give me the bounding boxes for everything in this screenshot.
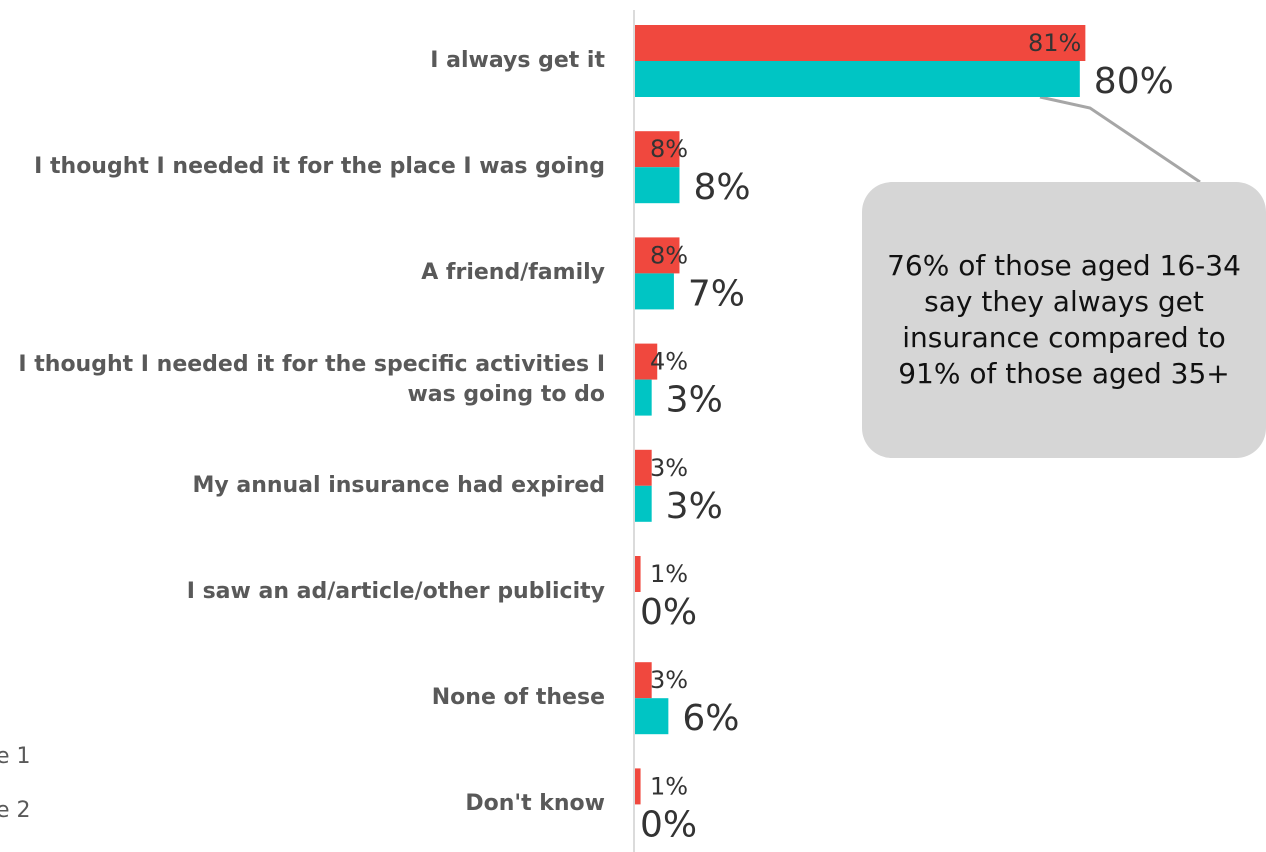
- value-label: 8%: [650, 135, 688, 163]
- value-label: 0%: [640, 592, 697, 633]
- category-label: I thought I needed it for the specific a…: [18, 351, 605, 407]
- callout: 76% of those aged 16-34 say they always …: [862, 182, 1266, 458]
- bar: [635, 237, 680, 274]
- category-label: I always get it: [430, 48, 605, 73]
- bar: [635, 167, 680, 204]
- value-label: 3%: [666, 486, 723, 527]
- value-label: 8%: [693, 167, 750, 208]
- value-label: 3%: [650, 454, 688, 482]
- bar: [635, 61, 1080, 97]
- bar: [635, 662, 652, 699]
- value-label: 4%: [650, 348, 688, 376]
- category-label: None of these: [431, 685, 605, 711]
- legend-label: e 2: [0, 798, 31, 823]
- value-label: 7%: [688, 273, 745, 314]
- value-label: 3%: [650, 666, 688, 694]
- category-label: I saw an ad/article/other publicity: [186, 579, 605, 604]
- category-label: Don't know: [465, 791, 605, 817]
- bar: [635, 131, 680, 168]
- value-label: 1%: [650, 560, 688, 588]
- bar: [635, 379, 652, 416]
- category-label: My annual insurance had expired: [192, 472, 605, 498]
- value-label: 6%: [682, 698, 739, 739]
- bar: [635, 698, 669, 735]
- bar: [635, 556, 641, 592]
- value-label: 8%: [650, 241, 688, 269]
- bar: [635, 768, 641, 805]
- value-label: 0%: [640, 804, 697, 845]
- value-label: 80%: [1094, 61, 1174, 102]
- bar: [635, 273, 674, 310]
- value-label: 3%: [666, 380, 723, 421]
- value-label: 81%: [1028, 29, 1081, 57]
- category-label: I thought I needed it for the place I wa…: [34, 154, 605, 180]
- callout-connector: [1039, 95, 1201, 184]
- legend-label: e 1: [0, 744, 31, 769]
- category-label: A friend/family: [421, 260, 605, 286]
- bar: [635, 449, 652, 486]
- bar: [635, 485, 652, 522]
- bar: [635, 25, 1086, 61]
- bar: [635, 343, 658, 380]
- value-label: 1%: [650, 772, 688, 800]
